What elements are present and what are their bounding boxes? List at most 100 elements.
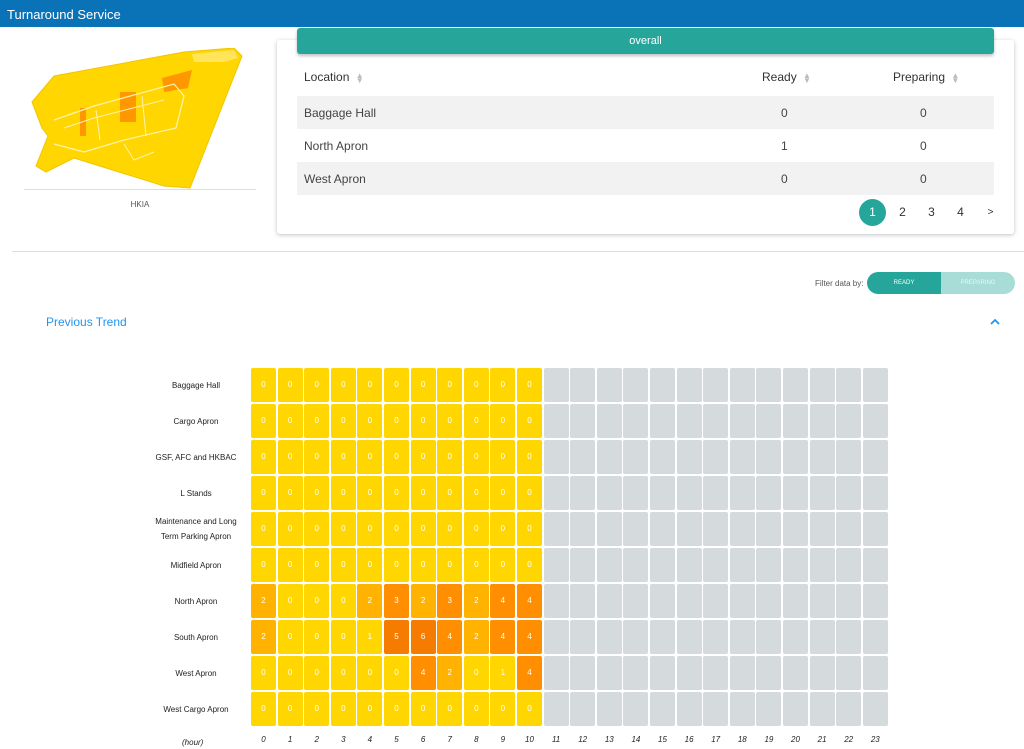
heatmap-cell[interactable]: [596, 440, 622, 474]
heatmap-cell[interactable]: [570, 476, 596, 510]
heatmap-cell[interactable]: [836, 692, 862, 726]
heatmap-cell[interactable]: [676, 404, 702, 438]
heatmap-cell[interactable]: 0: [384, 512, 409, 546]
heatmap-cell[interactable]: 0: [357, 692, 383, 726]
heatmap-cell[interactable]: [809, 692, 835, 726]
heatmap-cell[interactable]: [836, 440, 862, 474]
heatmap-cell[interactable]: [703, 476, 729, 510]
heatmap-cell[interactable]: 0: [357, 476, 383, 510]
heatmap-cell[interactable]: [756, 548, 782, 582]
heatmap-cell[interactable]: [862, 404, 888, 438]
heatmap-cell[interactable]: 0: [330, 548, 356, 582]
heatmap-cell[interactable]: [783, 404, 808, 438]
heatmap-cell[interactable]: [783, 584, 808, 618]
heatmap-cell[interactable]: 0: [304, 440, 330, 474]
heatmap-cell[interactable]: 0: [463, 548, 489, 582]
heatmap-cell[interactable]: [676, 548, 702, 582]
heatmap-cell[interactable]: [676, 620, 702, 654]
heatmap-cell[interactable]: 0: [384, 368, 409, 402]
heatmap-cell[interactable]: 0: [437, 476, 463, 510]
heatmap-cell[interactable]: [570, 584, 596, 618]
heatmap-cell[interactable]: 0: [251, 476, 276, 510]
heatmap-cell[interactable]: 0: [330, 656, 356, 690]
column-header-location[interactable]: Location ▲ ▼: [304, 70, 364, 84]
heatmap-cell[interactable]: 0: [357, 368, 383, 402]
table-row[interactable]: West Apron 0 0: [297, 162, 994, 195]
heatmap-cell[interactable]: [623, 404, 649, 438]
heatmap-cell[interactable]: [756, 440, 782, 474]
heatmap-cell[interactable]: 0: [304, 476, 330, 510]
heatmap-cell[interactable]: 0: [490, 440, 516, 474]
heatmap-cell[interactable]: [783, 440, 808, 474]
heatmap-cell[interactable]: 0: [437, 548, 463, 582]
heatmap-cell[interactable]: 0: [384, 692, 409, 726]
heatmap-cell[interactable]: 0: [251, 692, 276, 726]
heatmap-cell[interactable]: [650, 656, 675, 690]
heatmap-cell[interactable]: [809, 548, 835, 582]
page-button-1[interactable]: 1: [859, 199, 886, 226]
heatmap-cell[interactable]: [543, 584, 569, 618]
heatmap-cell[interactable]: [809, 404, 835, 438]
heatmap-cell[interactable]: 0: [304, 692, 330, 726]
heatmap-cell[interactable]: [809, 512, 835, 546]
heatmap-cell[interactable]: 0: [463, 656, 489, 690]
heatmap-cell[interactable]: [543, 692, 569, 726]
heatmap-cell[interactable]: 0: [304, 404, 330, 438]
heatmap-cell[interactable]: [623, 548, 649, 582]
heatmap-cell[interactable]: [543, 476, 569, 510]
chevron-up-icon[interactable]: [989, 316, 1001, 328]
heatmap-cell[interactable]: [809, 368, 835, 402]
heatmap-cell[interactable]: 2: [463, 620, 489, 654]
heatmap-cell[interactable]: 0: [384, 656, 409, 690]
heatmap-cell[interactable]: 2: [437, 656, 463, 690]
heatmap-cell[interactable]: 0: [517, 512, 542, 546]
heatmap-cell[interactable]: [676, 476, 702, 510]
heatmap-cell[interactable]: 4: [490, 584, 516, 618]
heatmap-cell[interactable]: 0: [251, 440, 276, 474]
table-row[interactable]: Baggage Hall 0 0: [297, 96, 994, 129]
heatmap-cell[interactable]: 0: [357, 656, 383, 690]
heatmap-cell[interactable]: [862, 476, 888, 510]
heatmap-cell[interactable]: [623, 440, 649, 474]
heatmap-cell[interactable]: [703, 440, 729, 474]
heatmap-cell[interactable]: 4: [517, 620, 542, 654]
filter-option-preparing[interactable]: PREPARING: [941, 272, 1015, 294]
heatmap-cell[interactable]: 0: [357, 548, 383, 582]
heatmap-cell[interactable]: 0: [410, 548, 436, 582]
heatmap-cell[interactable]: 0: [251, 548, 276, 582]
heatmap-cell[interactable]: [862, 548, 888, 582]
heatmap-cell[interactable]: [729, 476, 755, 510]
heatmap-cell[interactable]: 0: [330, 512, 356, 546]
heatmap-cell[interactable]: 0: [304, 548, 330, 582]
heatmap-cell[interactable]: 2: [357, 584, 383, 618]
heatmap-cell[interactable]: [676, 692, 702, 726]
heatmap-cell[interactable]: 0: [277, 476, 303, 510]
heatmap-cell[interactable]: [570, 368, 596, 402]
heatmap-cell[interactable]: [596, 404, 622, 438]
heatmap-cell[interactable]: 0: [463, 476, 489, 510]
heatmap-cell[interactable]: 0: [463, 368, 489, 402]
heatmap-cell[interactable]: [783, 368, 808, 402]
heatmap-cell[interactable]: 0: [304, 620, 330, 654]
heatmap-cell[interactable]: [836, 512, 862, 546]
heatmap-cell[interactable]: 0: [277, 368, 303, 402]
heatmap-cell[interactable]: 0: [490, 692, 516, 726]
heatmap-cell[interactable]: [623, 584, 649, 618]
heatmap-cell[interactable]: 0: [330, 692, 356, 726]
table-row[interactable]: North Apron 1 0: [297, 129, 994, 162]
heatmap-cell[interactable]: [623, 476, 649, 510]
heatmap-cell[interactable]: [729, 368, 755, 402]
column-header-ready[interactable]: Ready ▲ ▼: [762, 70, 811, 84]
heatmap-cell[interactable]: [862, 620, 888, 654]
heatmap-cell[interactable]: 3: [384, 584, 409, 618]
heatmap-cell[interactable]: [650, 548, 675, 582]
heatmap-cell[interactable]: [756, 404, 782, 438]
heatmap-cell[interactable]: [650, 620, 675, 654]
heatmap-cell[interactable]: [623, 620, 649, 654]
heatmap-cell[interactable]: 1: [357, 620, 383, 654]
heatmap-cell[interactable]: 2: [410, 584, 436, 618]
heatmap-cell[interactable]: 0: [277, 512, 303, 546]
heatmap-cell[interactable]: [650, 440, 675, 474]
heatmap-cell[interactable]: 0: [330, 440, 356, 474]
heatmap-cell[interactable]: [809, 476, 835, 510]
